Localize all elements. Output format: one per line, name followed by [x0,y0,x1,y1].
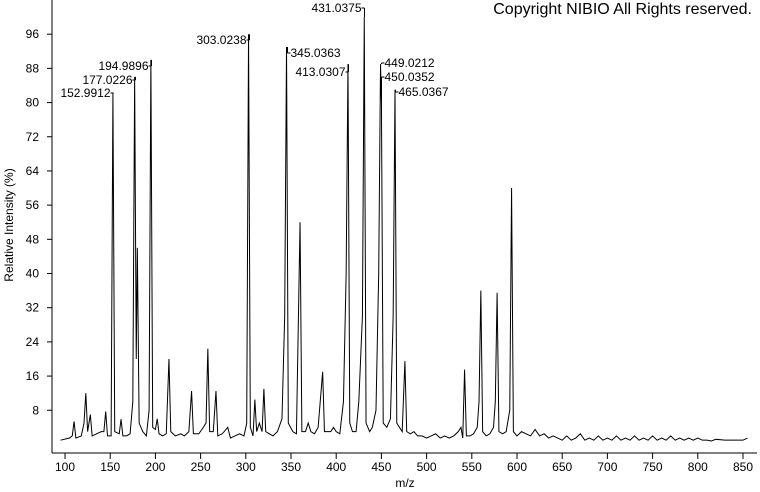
peak-label: 465.0367 [399,85,449,99]
peak-label: 194.9896 [98,59,148,73]
x-axis-title: m/z [395,476,414,490]
x-tick-label: 500 [417,460,437,474]
x-tick-label: 650 [552,460,572,474]
y-tick-label: 96 [26,27,40,41]
x-tick-label: 850 [733,460,753,474]
x-tick-label: 450 [371,460,391,474]
x-tick-label: 350 [281,460,301,474]
peak-label: 431.0375 [311,1,361,15]
y-tick-label: 80 [26,96,40,110]
peak-label: 413.0307 [295,65,345,79]
y-tick-label: 24 [26,335,40,349]
peak-label: 345.0363 [291,46,341,60]
peak-label: 177.0226 [82,73,132,87]
y-tick-label: 64 [26,164,40,178]
peak-label: 303.0238 [196,33,246,47]
x-tick-label: 750 [643,460,663,474]
peak-label: 449.0212 [385,56,435,70]
y-tick-label: 56 [26,198,40,212]
spectrum-line [60,17,748,442]
y-tick-label: 48 [26,232,40,246]
x-tick-label: 700 [597,460,617,474]
x-tick-label: 550 [462,460,482,474]
x-tick-label: 100 [55,460,75,474]
peak-label: 450.0352 [385,70,435,84]
x-tick-label: 150 [100,460,120,474]
x-tick-label: 600 [507,460,527,474]
x-tick-label: 200 [145,460,165,474]
y-axis-title: Relative Intensity (%) [2,168,16,281]
x-tick-label: 250 [191,460,211,474]
y-tick-label: 8 [32,403,39,417]
y-tick-label: 16 [26,369,40,383]
peak-label: 152.9912 [60,86,110,100]
x-tick-label: 400 [326,460,346,474]
x-tick-label: 300 [236,460,256,474]
y-tick-label: 88 [26,61,40,75]
watermark: Copyright NIBIO All Rights reserved. [493,1,752,18]
y-tick-label: 72 [26,130,40,144]
y-tick-label: 40 [26,267,40,281]
y-tick-label: 32 [26,301,40,315]
x-tick-label: 800 [688,460,708,474]
